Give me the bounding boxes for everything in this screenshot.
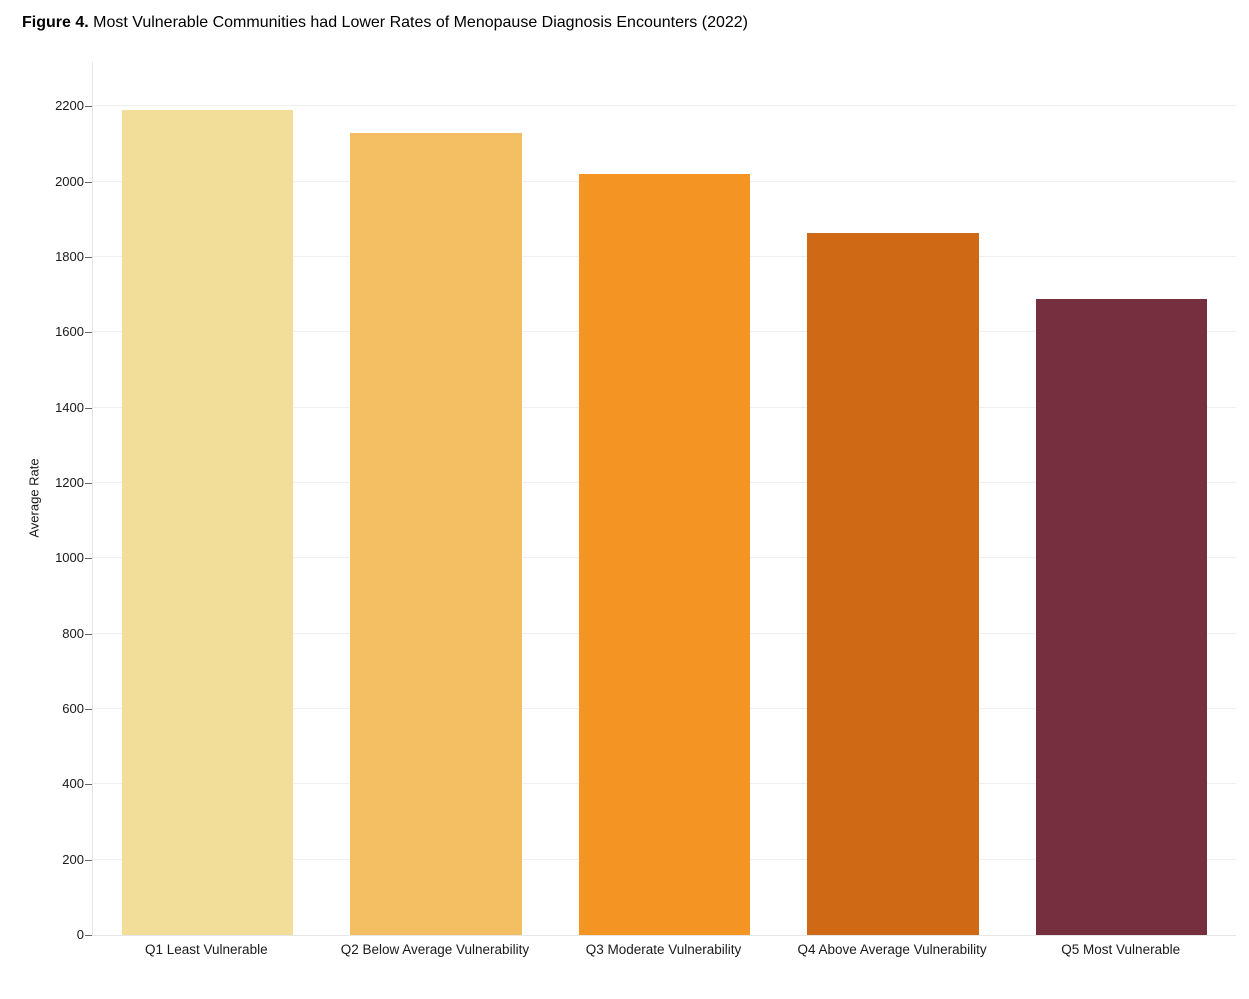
plot-area bbox=[92, 62, 1236, 936]
y-tick-mark bbox=[85, 935, 92, 936]
x-tick-label: Q3 Moderate Vulnerability bbox=[585, 942, 742, 957]
bar-q3-moderate-vulnerability bbox=[578, 174, 751, 935]
y-tick-label: 800 bbox=[62, 625, 84, 641]
figure-title-prefix: Figure 4. bbox=[22, 14, 89, 31]
y-tick-mark bbox=[85, 784, 92, 786]
y-tick-mark bbox=[85, 181, 92, 183]
y-tick-label: 2200 bbox=[55, 98, 84, 114]
y-tick-label: 1800 bbox=[55, 249, 84, 265]
x-tick-label: Q2 Below Average Vulnerability bbox=[340, 942, 530, 957]
bar-q4-above-average-vulnerability bbox=[807, 232, 979, 935]
y-tick-mark bbox=[85, 407, 92, 409]
y-tick-mark bbox=[85, 558, 92, 560]
y-tick-label: 400 bbox=[62, 776, 84, 792]
y-tick-label: 600 bbox=[62, 701, 84, 717]
gridline bbox=[93, 105, 1236, 107]
y-tick-label: 2000 bbox=[55, 173, 84, 189]
x-tick-label: Q1 Least Vulnerable bbox=[145, 942, 268, 957]
y-tick-label: 1000 bbox=[55, 550, 84, 566]
y-tick-mark bbox=[85, 483, 92, 485]
y-tick-label: 0 bbox=[76, 927, 84, 942]
figure-title: Figure 4. Most Vulnerable Communities ha… bbox=[22, 12, 748, 34]
bar-q1-least-vulnerable bbox=[121, 110, 293, 935]
y-tick-label: 200 bbox=[62, 851, 84, 867]
x-tick-label: Q4 Above Average Vulnerability bbox=[797, 942, 987, 957]
y-tick-mark bbox=[85, 332, 92, 334]
x-tick-label: Q5 Most Vulnerable bbox=[1061, 942, 1181, 957]
y-tick-label: 1200 bbox=[55, 475, 84, 491]
bar-q5-most-vulnerable bbox=[1035, 298, 1208, 935]
y-tick-mark bbox=[85, 633, 92, 635]
y-tick-label: 1400 bbox=[55, 399, 84, 415]
y-axis-title: Average Rate bbox=[26, 458, 42, 538]
y-tick-mark bbox=[85, 257, 92, 259]
bar-q2-below-average-vulnerability bbox=[350, 132, 522, 935]
y-tick-mark bbox=[85, 106, 92, 108]
y-tick-mark bbox=[85, 709, 92, 711]
y-tick-mark bbox=[85, 859, 92, 861]
figure-title-text: Most Vulnerable Communities had Lower Ra… bbox=[88, 14, 748, 31]
y-tick-label: 1600 bbox=[55, 324, 84, 340]
